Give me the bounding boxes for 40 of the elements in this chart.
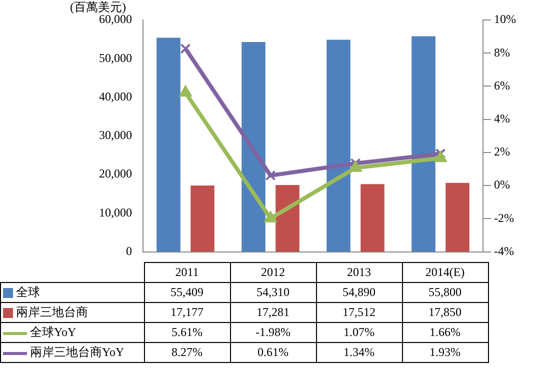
data-label: 54,890: [316, 282, 402, 302]
data-label: 1.07%: [316, 322, 402, 342]
data-label: 17,512: [316, 302, 402, 322]
x-tick-label: 2012: [230, 262, 316, 282]
y2-tick-label: 0%: [494, 178, 510, 192]
data-label: 17,177: [144, 302, 230, 322]
data-label: 1.93%: [402, 342, 488, 362]
data-label: 55,800: [402, 282, 488, 302]
y-axis-title: (百萬美元): [70, 0, 126, 14]
y2-tick-label: 8%: [494, 45, 510, 60]
data-label: 17,281: [230, 302, 316, 322]
x-tick-label: 2014(E): [402, 262, 488, 282]
y2-tick-label: 2%: [494, 144, 510, 159]
y2-tick-label: 6%: [494, 78, 510, 92]
y-tick-label: 60,000: [99, 12, 132, 26]
y-tick-label: 50,000: [99, 50, 132, 65]
data-label: 54,310: [230, 282, 316, 302]
x-tick-label: 2013: [316, 262, 402, 282]
legend-label: 全球: [16, 285, 40, 299]
y2-tick-label: -4%: [494, 244, 514, 258]
y2-tick-label: 10%: [494, 12, 516, 26]
y-tick-label: 30,000: [99, 128, 132, 142]
data-label: 55,409: [144, 282, 230, 302]
legend-label: 兩岸三地台商: [16, 305, 88, 319]
data-label: 0.61%: [230, 342, 316, 362]
y-tick-label: 40,000: [99, 89, 132, 104]
data-label: -1.98%: [230, 322, 316, 342]
y-tick-label: 0: [126, 244, 132, 258]
y2-tick-label: -2%: [494, 210, 514, 225]
y-tick-label: 20,000: [99, 166, 132, 181]
data-label: 5.61%: [144, 322, 230, 342]
data-label: 8.27%: [144, 342, 230, 362]
y2-tick-label: 4%: [494, 112, 510, 126]
legend-label: 兩岸三地台商YoY: [30, 345, 124, 359]
data-label: 1.66%: [402, 322, 488, 342]
x-tick-label: 2011: [144, 262, 230, 282]
data-label: 1.34%: [316, 342, 402, 362]
y-tick-label: 10,000: [99, 205, 132, 220]
legend-label: 全球YoY: [30, 325, 76, 339]
data-label: 17,850: [402, 302, 488, 322]
